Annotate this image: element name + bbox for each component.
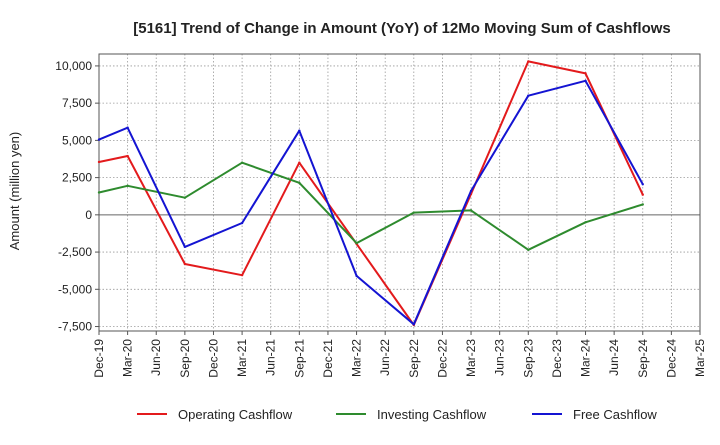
x-tick-label: Sep-23 [521,339,535,378]
data-point-operating-cashflow [641,193,644,196]
plot-frame [98,53,701,332]
legend-item-free-cashflow: Free Cashflow [532,407,657,422]
y-axis-label: Amount (million yen) [7,132,22,251]
data-point-free-cashflow [183,245,187,249]
data-point-operating-cashflow [240,273,244,277]
y-tick-label: 10,000 [55,59,92,73]
data-point-free-cashflow [97,138,101,141]
y-tick-label: 2,500 [62,171,92,185]
data-point-investing-cashflow [412,211,416,214]
data-point-free-cashflow [355,274,358,278]
axis-layer: 10,000 7,500 5,000 2,500 0 -2,500 -5,000 -7,500… [55,53,707,378]
x-tick-label: Mar-23 [464,339,478,377]
data-point-free-cashflow [527,94,530,97]
data-point-operating-cashflow [298,161,301,164]
data-point-investing-cashflow [240,161,244,164]
legend-label: Free Cashflow [573,407,657,422]
data-point-investing-cashflow [126,184,129,187]
legend: Operating Cashflow Investing Cashflow Free… [137,407,657,422]
x-tick-label: Sep-24 [636,339,650,378]
data-point-operating-cashflow [527,60,530,63]
x-tick-label: Sep-20 [178,339,192,378]
series-layer [97,60,644,327]
series-line-free-cashflow [98,79,644,326]
data-point-free-cashflow [469,189,473,193]
data-point-investing-cashflow [97,191,101,194]
data-point-free-cashflow [240,221,244,225]
data-point-free-cashflow [298,129,301,132]
data-point-investing-cashflow [641,203,644,206]
x-tick-label: Jun-21 [264,339,278,376]
x-tick-label: Dec-21 [321,339,335,378]
x-tick-label: Dec-22 [435,339,449,378]
x-tick-label: Sep-22 [407,339,421,378]
legend-label: Operating Cashflow [178,407,293,422]
data-point-operating-cashflow [97,160,101,164]
x-tick-label: Mar-21 [235,339,249,377]
y-tick-label: 0 [85,208,92,222]
data-point-investing-cashflow [355,241,358,245]
y-tick-label: 7,500 [62,96,92,110]
x-tick-label: Jun-20 [149,339,163,376]
data-point-investing-cashflow [584,221,587,224]
y-tick-label: 5,000 [62,133,92,147]
data-point-investing-cashflow [298,181,301,185]
y-tick-label: -5,000 [58,282,92,296]
legend-item-operating-cashflow: Operating Cashflow [137,407,293,422]
x-tick-label: Dec-19 [92,339,106,378]
data-point-operating-cashflow [183,262,187,266]
series-line-operating-cashflow [98,60,644,326]
x-tick-label: Sep-21 [292,339,306,378]
x-tick-label: Jun-23 [493,339,507,376]
data-point-investing-cashflow [527,248,530,252]
x-tick-label: Mar-25 [693,339,707,377]
x-tick-label: Jun-22 [378,339,392,376]
x-tick-label: Jun-24 [607,339,621,376]
data-point-free-cashflow [584,79,587,83]
y-tick-label: -2,500 [58,245,92,259]
legend-item-investing-cashflow: Investing Cashflow [336,407,487,422]
chart-title: [5161] Trend of Change in Amount (YoY) o… [133,20,671,37]
data-point-investing-cashflow [183,196,187,199]
grid-layer [98,54,701,331]
x-tick-label: Dec-24 [664,339,678,378]
legend-label: Investing Cashflow [377,407,487,422]
data-point-operating-cashflow [126,154,129,158]
data-point-operating-cashflow [584,72,587,75]
x-tick-label: Dec-23 [550,339,564,378]
data-point-investing-cashflow [469,209,473,212]
data-point-free-cashflow [641,183,644,186]
x-tick-label: Mar-22 [350,339,364,377]
data-point-free-cashflow [412,323,416,326]
data-point-free-cashflow [126,126,129,129]
x-tick-label: Mar-20 [121,339,135,377]
x-tick-label: Mar-24 [579,339,593,377]
y-tick-label: -7,500 [58,320,92,334]
x-tick-label: Dec-20 [206,339,220,378]
